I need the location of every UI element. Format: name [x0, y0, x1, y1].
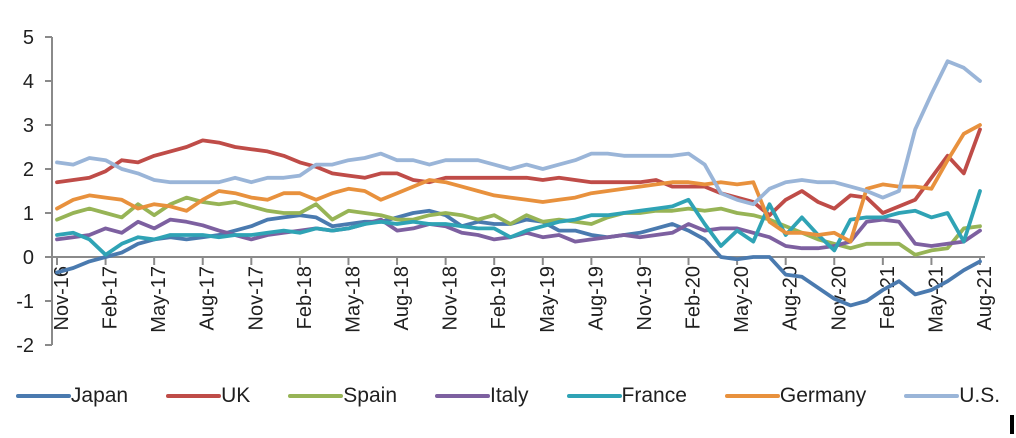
legend-item-italy: Italy	[435, 383, 529, 409]
legend-label: Spain	[343, 384, 398, 407]
x-axis-tick-label: Feb-20	[683, 266, 705, 329]
x-axis-tick-label: Feb-19	[488, 266, 510, 329]
y-axis-tick-label: 2	[23, 159, 34, 181]
legend-swatch-icon	[566, 394, 622, 398]
x-axis-tick-label: Feb-21	[877, 266, 899, 329]
x-axis-tick-label: Feb-17	[100, 266, 122, 329]
y-axis-tick-label: -1	[16, 291, 34, 313]
legend-item-spain: Spain	[288, 383, 397, 409]
y-axis-tick-label: -2	[16, 335, 34, 357]
legend-label: Germany	[779, 384, 867, 407]
x-axis-tick-label: Nov-19	[634, 266, 656, 330]
x-axis-tick-label: May-17	[148, 266, 170, 333]
legend-label: Japan	[70, 384, 129, 407]
x-axis-tick-label: Feb-18	[294, 266, 316, 329]
legend-swatch-icon	[15, 394, 71, 398]
y-axis-tick-label: 4	[23, 71, 34, 93]
x-axis-tick-label: Nov-20	[828, 266, 850, 330]
x-axis-tick-label: Aug-20	[780, 266, 802, 331]
legend-swatch-icon	[724, 394, 780, 398]
x-axis-tick-label: Nov-18	[440, 266, 462, 330]
chart-legend: Japan UK Spain Italy France Germany U.S.	[0, 383, 1016, 409]
y-axis-tick-label: 1	[23, 203, 34, 225]
y-axis-tick-label: 5	[23, 27, 34, 49]
legend-label: UK	[221, 384, 251, 407]
x-axis-tick-label: May-18	[342, 266, 364, 333]
x-axis-tick-label: May-19	[537, 266, 559, 333]
x-axis-tick-label: May-21	[925, 266, 947, 333]
legend-swatch-icon	[904, 394, 960, 398]
legend-swatch-icon	[435, 394, 491, 398]
legend-item-germany: Germany	[724, 383, 867, 409]
series-line-uk	[55, 127, 982, 218]
x-axis-tick-label: Aug-19	[585, 266, 607, 331]
legend-label: Italy	[490, 384, 529, 407]
x-axis-tick-label: Aug-21	[974, 266, 996, 331]
x-axis-tick-label: Nov-16	[51, 266, 73, 330]
series-line-germany	[55, 123, 982, 244]
x-axis-tick-label: Nov-17	[245, 266, 267, 330]
x-axis-tick-label: May-20	[731, 266, 753, 333]
legend-item-us: U.S.	[904, 383, 1000, 409]
legend-label: France	[621, 384, 687, 407]
legend-item-japan: Japan	[15, 383, 129, 409]
series-line-us	[55, 59, 982, 207]
text-cursor-artifact	[1010, 415, 1014, 434]
legend-item-france: France	[566, 383, 687, 409]
legend-swatch-icon	[288, 394, 344, 398]
x-axis-tick-label: Aug-18	[391, 266, 413, 331]
legend-label: U.S.	[959, 384, 1001, 407]
y-axis-tick-label: 3	[23, 115, 34, 137]
y-axis: 5 4 3 2 1 0 -1 -2	[16, 27, 53, 357]
legend-swatch-icon	[166, 394, 222, 398]
x-axis-tick-label: Aug-17	[197, 266, 219, 331]
legend-item-uk: UK	[166, 383, 250, 409]
x-axis: Nov-16 Feb-17 May-17 Aug-17 Nov-17 Feb-18 May-…	[51, 256, 996, 333]
y-axis-tick-label: 0	[23, 247, 34, 269]
series-line-france	[55, 189, 982, 257]
